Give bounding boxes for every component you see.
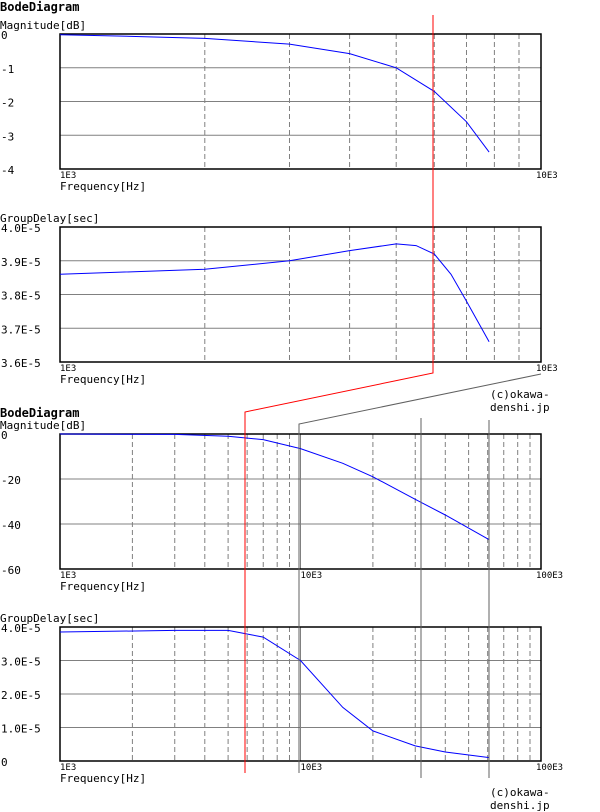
x-tick-label: 100E3 (536, 571, 563, 581)
y-tick-label: 3.6E-5 (1, 357, 41, 370)
y-tick-label: 3.7E-5 (1, 323, 41, 336)
x-tick-label: 1E3 (60, 364, 76, 374)
x-axis-label: Frequency[Hz] (60, 180, 146, 193)
y-tick-label: 2.0E-5 (1, 689, 41, 702)
panel-title: BodeDiagram (0, 0, 79, 14)
y-tick-label: -40 (1, 519, 21, 532)
x-tick-label: 10E3 (301, 763, 323, 773)
y-tick-label: 0 (1, 29, 8, 42)
y-tick-label: 1.0E-5 (1, 723, 41, 736)
copyright-bottom: (c)okawa-denshi.jp (490, 786, 550, 812)
plot-frame (59, 33, 542, 170)
x-tick-label: 10E3 (301, 571, 323, 581)
y-tick-label: 3.0E-5 (1, 656, 41, 669)
y-tick-label: -60 (1, 564, 21, 577)
y-axis-label: GroupDelay[sec] (0, 612, 99, 625)
y-tick-label: 0 (1, 429, 8, 442)
y-tick-label: 0 (1, 756, 8, 769)
zoom-marker-line-gray (298, 373, 542, 773)
series-line (59, 34, 490, 153)
y-axis-label: Magnitude[dB] (0, 419, 86, 432)
x-tick-label: 1E3 (60, 571, 76, 581)
plot-frame (59, 226, 542, 363)
series-line (59, 243, 490, 343)
y-axis-label: Magnitude[dB] (0, 19, 86, 32)
plot-frame (59, 433, 542, 570)
y-axis-label: GroupDelay[sec] (0, 212, 99, 225)
x-tick-label: 100E3 (536, 763, 563, 773)
y-tick-label: 4.0E-5 (1, 622, 41, 635)
x-axis-label: Frequency[Hz] (60, 373, 146, 386)
y-tick-label: -20 (1, 474, 21, 487)
plot-frame (59, 626, 542, 762)
y-tick-label: 3.9E-5 (1, 256, 41, 269)
x-axis-label: Frequency[Hz] (60, 772, 146, 785)
y-tick-label: -2 (1, 97, 14, 110)
y-tick-label: 4.0E-5 (1, 222, 41, 235)
y-tick-label: -3 (1, 130, 14, 143)
series-line (59, 433, 490, 541)
panel-title: BodeDiagram (0, 406, 79, 420)
y-tick-label: 3.8E-5 (1, 290, 41, 303)
x-axis-label: Frequency[Hz] (60, 580, 146, 593)
x-tick-label: 1E3 (60, 171, 76, 181)
x-tick-label: 10E3 (536, 171, 558, 181)
y-tick-label: -1 (1, 63, 14, 76)
series-line (59, 629, 490, 759)
x-tick-label: 1E3 (60, 763, 76, 773)
zoom-marker-line-red (244, 15, 434, 773)
y-tick-label: -4 (1, 164, 15, 177)
x-tick-label: 10E3 (536, 364, 558, 374)
copyright-top: (c)okawa-denshi.jp (490, 388, 550, 414)
